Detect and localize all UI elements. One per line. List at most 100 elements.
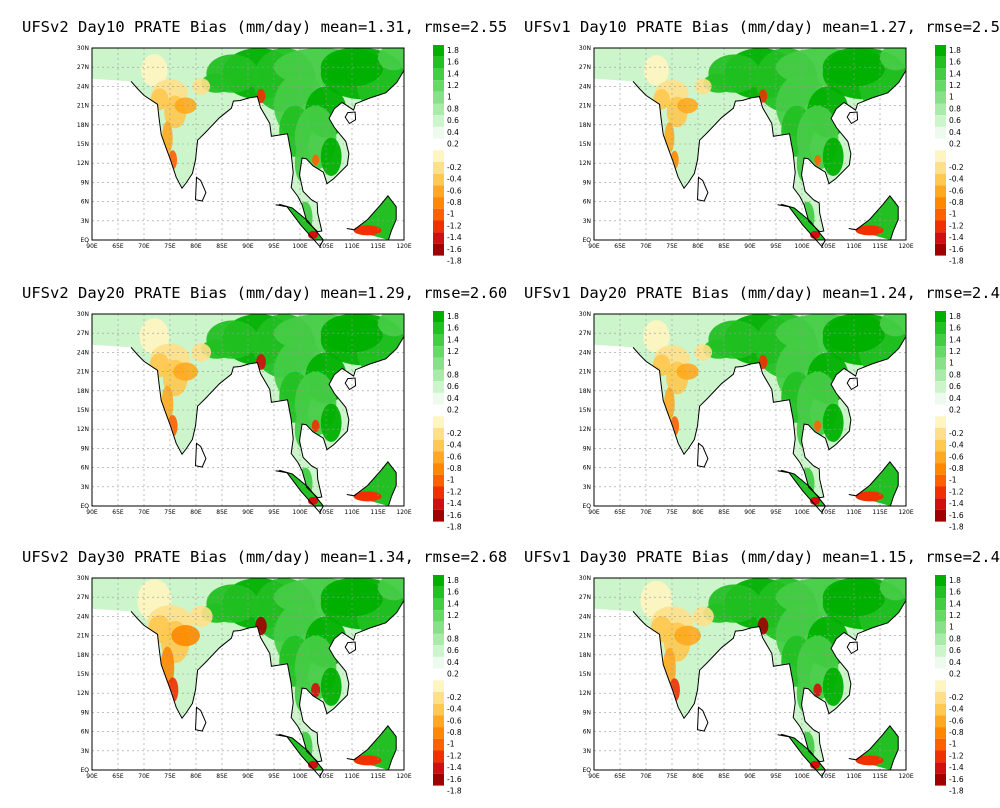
colorbar-label: -1.2 [447, 487, 462, 496]
colorbar-swatch [433, 185, 444, 198]
colorbar-label: -0.6 [949, 186, 964, 195]
south-china-sea [299, 336, 404, 506]
y-tick-label: EQ [80, 767, 89, 774]
x-tick-label: 110E [344, 509, 359, 516]
colorbar-label: 0.4 [949, 658, 961, 667]
x-tick-label: 95E [268, 773, 280, 780]
colorbar-swatch [935, 150, 946, 162]
colorbar-swatch [433, 232, 444, 244]
x-tick-label: 90E [242, 509, 254, 516]
x-tick-label: 85E [216, 773, 228, 780]
y-tick-label: 15N [579, 407, 591, 414]
colorbar-label: 0.2 [949, 139, 961, 148]
coastline [846, 377, 859, 391]
bias-field [92, 314, 404, 506]
dry-bias-area [256, 88, 266, 104]
x-tick-label: 100E [292, 509, 307, 516]
y-tick-label: 12N [77, 160, 89, 167]
colorbar-swatch [433, 773, 444, 786]
colorbar-swatch [935, 208, 946, 221]
borneo-dry-patch [353, 491, 382, 502]
x-tick-label: 65E [614, 509, 626, 516]
bias-field [594, 48, 906, 240]
dry-bias-area [174, 97, 197, 114]
x-tick-label: 105E [820, 773, 835, 780]
sumatra-land [777, 470, 826, 506]
colorbar-label: 1 [949, 623, 954, 632]
colorbar-label: 0.8 [447, 634, 459, 643]
colorbar-label: 1.8 [949, 312, 961, 321]
colorbar-swatch [433, 498, 444, 510]
colorbar-swatch [935, 91, 946, 104]
colorbar-swatch [935, 173, 946, 186]
colorbar-swatch [433, 103, 444, 116]
colorbar-swatch [433, 404, 444, 417]
sumatra-dry-patch [810, 496, 820, 505]
x-tick-label: 115E [370, 773, 385, 780]
colorbar-swatch [935, 498, 946, 510]
x-tick-label: 80E [190, 773, 202, 780]
coastline [777, 733, 827, 778]
panel-title: UFSv1 Day20 PRATE Bias (mm/day) mean=1.2… [524, 284, 1000, 302]
srilanka-land [697, 707, 708, 731]
x-tick-label: 85E [718, 773, 730, 780]
colorbar-swatch [935, 645, 946, 657]
colorbar-label: 1.8 [949, 576, 961, 585]
colorbar-label: 1.4 [447, 599, 459, 608]
x-tick-label: 115E [872, 243, 887, 250]
wet-bias-area [320, 403, 342, 442]
coastline [848, 194, 899, 241]
colorbar-swatch [433, 645, 444, 657]
dry-bias-area [674, 625, 701, 646]
y-tick-label: 24N [579, 349, 591, 356]
south-china-sea [299, 70, 404, 240]
map-panel-ufsv2-day20: UFSv2 Day20 PRATE Bias (mm/day) mean=1.2… [22, 284, 507, 544]
x-tick-label: 95E [770, 773, 782, 780]
colorbar-swatch [433, 80, 444, 92]
coastline [130, 314, 405, 499]
y-tick-label: 12N [579, 160, 591, 167]
x-tick-label: 90E [588, 243, 600, 250]
x-tick-label: 100E [292, 243, 307, 250]
colorbar-swatch [433, 45, 444, 57]
colorbar-swatch [935, 80, 946, 92]
colorbar-swatch [935, 115, 946, 127]
y-tick-label: 30N [579, 45, 591, 52]
colorbar-swatch [433, 392, 444, 405]
y-tick-label: 3N [583, 218, 591, 225]
colorbar-swatch [433, 610, 444, 622]
x-tick-label: 70E [138, 773, 150, 780]
colorbar-label: 1 [447, 359, 452, 368]
colorbar-label: 1.8 [447, 312, 459, 321]
x-tick-label: 110E [846, 509, 861, 516]
coastline [777, 469, 827, 514]
y-tick-label: EQ [582, 503, 591, 510]
colorbar-label: 1.8 [447, 576, 459, 585]
colorbar-label: 1.6 [447, 58, 459, 67]
x-tick-label: 70E [138, 509, 150, 516]
coastline [194, 706, 207, 732]
x-tick-label: 90E [588, 773, 600, 780]
y-tick-label: 6N [583, 199, 591, 206]
plot-frame [593, 577, 907, 771]
colorbar-swatch [935, 680, 946, 692]
colorbar-swatch [935, 656, 946, 669]
sumatra-dry-patch [810, 230, 820, 239]
colorbar-label: -1.4 [949, 763, 964, 772]
x-tick-label: 105E [820, 243, 835, 250]
colorbar-swatch [935, 197, 946, 209]
colorbar-swatch [935, 633, 946, 646]
colorbar-label: -0.8 [447, 198, 462, 207]
coastline [344, 641, 357, 655]
colorbar-label: -1.6 [447, 511, 462, 520]
colorbar-swatch [935, 138, 946, 151]
colorbar-label: -1.8 [447, 256, 462, 265]
colorbar-label: 1 [447, 623, 452, 632]
x-tick-label: 80E [692, 243, 704, 250]
arabian-sea [92, 346, 186, 506]
colorbar-label: -1.2 [447, 221, 462, 230]
wet-bias-area [822, 403, 844, 442]
colorbar-swatch [935, 668, 946, 681]
y-tick-label: 21N [579, 633, 591, 640]
colorbar-label: 0.8 [949, 104, 961, 113]
